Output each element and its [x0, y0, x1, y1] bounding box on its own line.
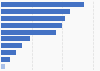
Bar: [1, 30, 56, 35]
Bar: [1, 9, 70, 14]
Bar: [1, 64, 5, 69]
Bar: [1, 50, 16, 55]
Bar: [1, 57, 10, 62]
Bar: [1, 16, 65, 21]
Bar: [1, 43, 22, 48]
Bar: [1, 2, 84, 7]
Bar: [1, 23, 62, 28]
Bar: [1, 36, 30, 41]
